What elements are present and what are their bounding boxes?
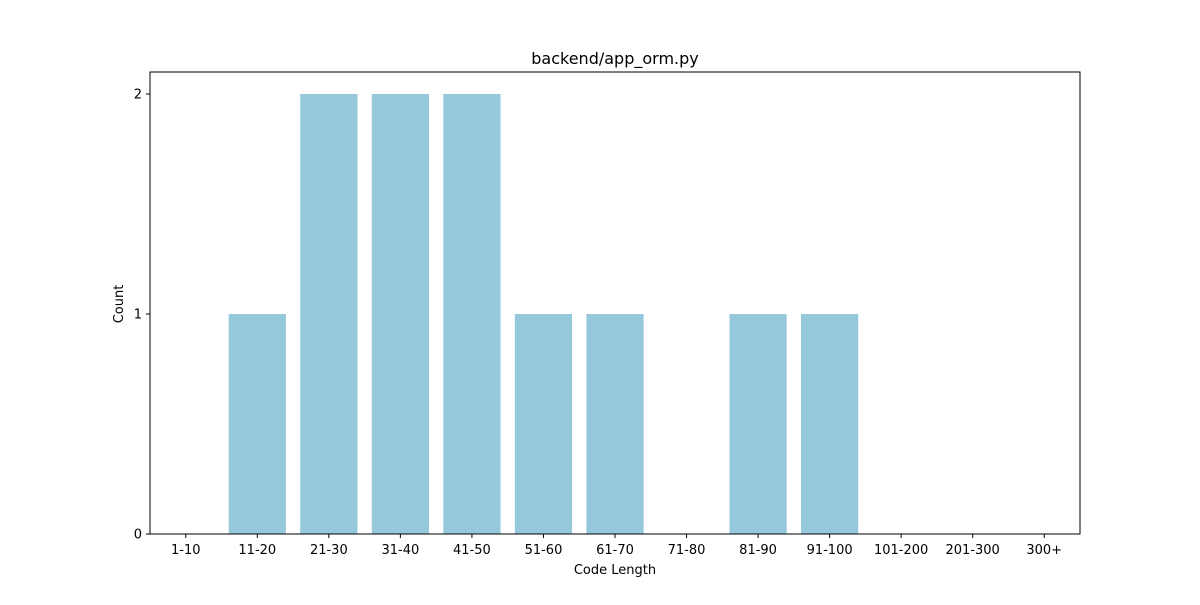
x-tick-label: 91-100 bbox=[807, 543, 853, 558]
y-tick-label: 0 bbox=[134, 528, 142, 543]
bar-81-90 bbox=[729, 314, 787, 534]
x-tick-label: 61-70 bbox=[596, 543, 634, 558]
x-axis-label: Code Length bbox=[574, 563, 656, 578]
y-tick-label: 2 bbox=[134, 88, 142, 103]
chart-title: backend/app_orm.py bbox=[531, 49, 698, 69]
bar-31-40 bbox=[371, 94, 429, 534]
x-tick-label: 41-50 bbox=[453, 543, 491, 558]
bar-61-70 bbox=[586, 314, 644, 534]
x-tick-label: 201-300 bbox=[946, 543, 1000, 558]
plot-frame bbox=[149, 71, 1081, 535]
x-tick-label: 21-30 bbox=[310, 543, 348, 558]
bar-41-50 bbox=[443, 94, 501, 534]
bar-91-100 bbox=[801, 314, 859, 534]
x-tick-label: 51-60 bbox=[525, 543, 563, 558]
x-tick-label: 71-80 bbox=[668, 543, 706, 558]
y-axis-label: Count bbox=[112, 285, 127, 324]
x-tick-label: 11-20 bbox=[238, 543, 276, 558]
bars-group bbox=[228, 94, 859, 534]
x-tick-label: 31-40 bbox=[381, 543, 419, 558]
bar-21-30 bbox=[300, 94, 358, 534]
bar-51-60 bbox=[514, 314, 573, 534]
x-tick-label: 101-200 bbox=[874, 543, 928, 558]
x-tick-label: 1-10 bbox=[171, 543, 201, 558]
x-tick-label: 300+ bbox=[1026, 543, 1062, 558]
bar-11-20 bbox=[228, 314, 286, 534]
x-tick-label: 81-90 bbox=[739, 543, 777, 558]
y-tick-label: 1 bbox=[134, 308, 142, 323]
y-axis-ticks: 0 1 2 bbox=[134, 88, 150, 543]
x-axis-ticks: 1-10 11-20 21-30 31-40 41-50 51-60 61-70 71-80 8… bbox=[171, 534, 1062, 558]
